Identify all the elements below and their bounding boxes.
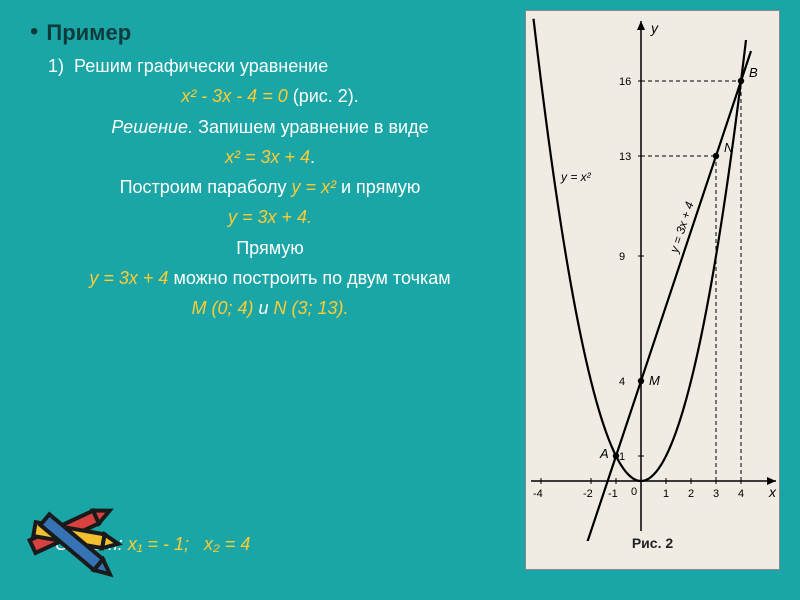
line-1: 1) Решим графически уравнение [30,54,510,78]
line-3: Решение. Запишем уравнение в виде [30,115,510,139]
equation-1: х² - 3х - 4 = 0 (рис. 2). [30,84,510,108]
svg-text:9: 9 [619,251,625,263]
line-8b: можно построить по двум точкам [168,268,450,288]
svg-text:4: 4 [738,488,744,500]
parabola-eq: у = х² [291,177,336,197]
svg-text:-4: -4 [533,488,543,500]
line-3b: Запишем уравнение в виде [193,117,429,137]
svg-text:0: 0 [631,486,637,498]
svg-text:13: 13 [619,151,631,163]
svg-text:1: 1 [663,488,669,500]
point-N: N (3; 13). [274,298,349,318]
line-5: Построим параболу у = х² и прямую [30,175,510,199]
graph-figure: уx-4-2-1123401491316ABMNу = х²у = 3х + 4… [525,10,780,570]
eq1-suffix: (рис. 2). [288,86,359,106]
text-content: • Пример 1) Решим графически уравнение х… [30,20,510,327]
svg-text:A: A [599,446,609,461]
svg-text:x: x [768,484,777,500]
eq3: у = 3х + 4. [228,207,312,227]
solution-label: Решение. [111,117,193,137]
line-8a: у = 3х + 4 [89,268,168,288]
bullet-icon: • [30,20,38,44]
answer-x2: х₂ = 4 [204,534,250,554]
line-8: у = 3х + 4 можно построить по двум точка… [30,266,510,290]
line-5a: Построим параболу [120,177,292,197]
svg-text:у = х²: у = х² [560,170,592,184]
graph-svg: уx-4-2-1123401491316ABMNу = х²у = 3х + 4 [526,11,781,541]
line-5c: и прямую [336,177,420,197]
graph-caption: Рис. 2 [526,535,779,551]
svg-text:2: 2 [688,488,694,500]
line-1-text: Решим графически уравнение [74,56,328,76]
crayons-icon [10,470,150,590]
svg-text:16: 16 [619,76,631,88]
eq2: х² = 3х + 4 [225,147,310,167]
and: и [253,298,273,318]
svg-text:M: M [649,373,660,388]
svg-text:-2: -2 [583,488,593,500]
svg-text:-1: -1 [608,488,618,500]
svg-text:4: 4 [619,376,625,388]
svg-text:N: N [724,140,734,155]
line-7: Прямую [30,236,510,260]
equation-2: х² = 3х + 4. [30,145,510,169]
equation-3: у = 3х + 4. [30,205,510,229]
svg-text:у: у [650,20,659,36]
header-row: • Пример [30,20,510,46]
point-M: М (0; 4) [191,298,253,318]
svg-text:B: B [749,65,758,80]
line-7-text: Прямую [236,238,304,258]
title: Пример [46,20,131,46]
line-9: М (0; 4) и N (3; 13). [30,296,510,320]
svg-text:3: 3 [713,488,719,500]
list-number: 1) [48,56,64,76]
eq1: х² - 3х - 4 = 0 [181,86,288,106]
